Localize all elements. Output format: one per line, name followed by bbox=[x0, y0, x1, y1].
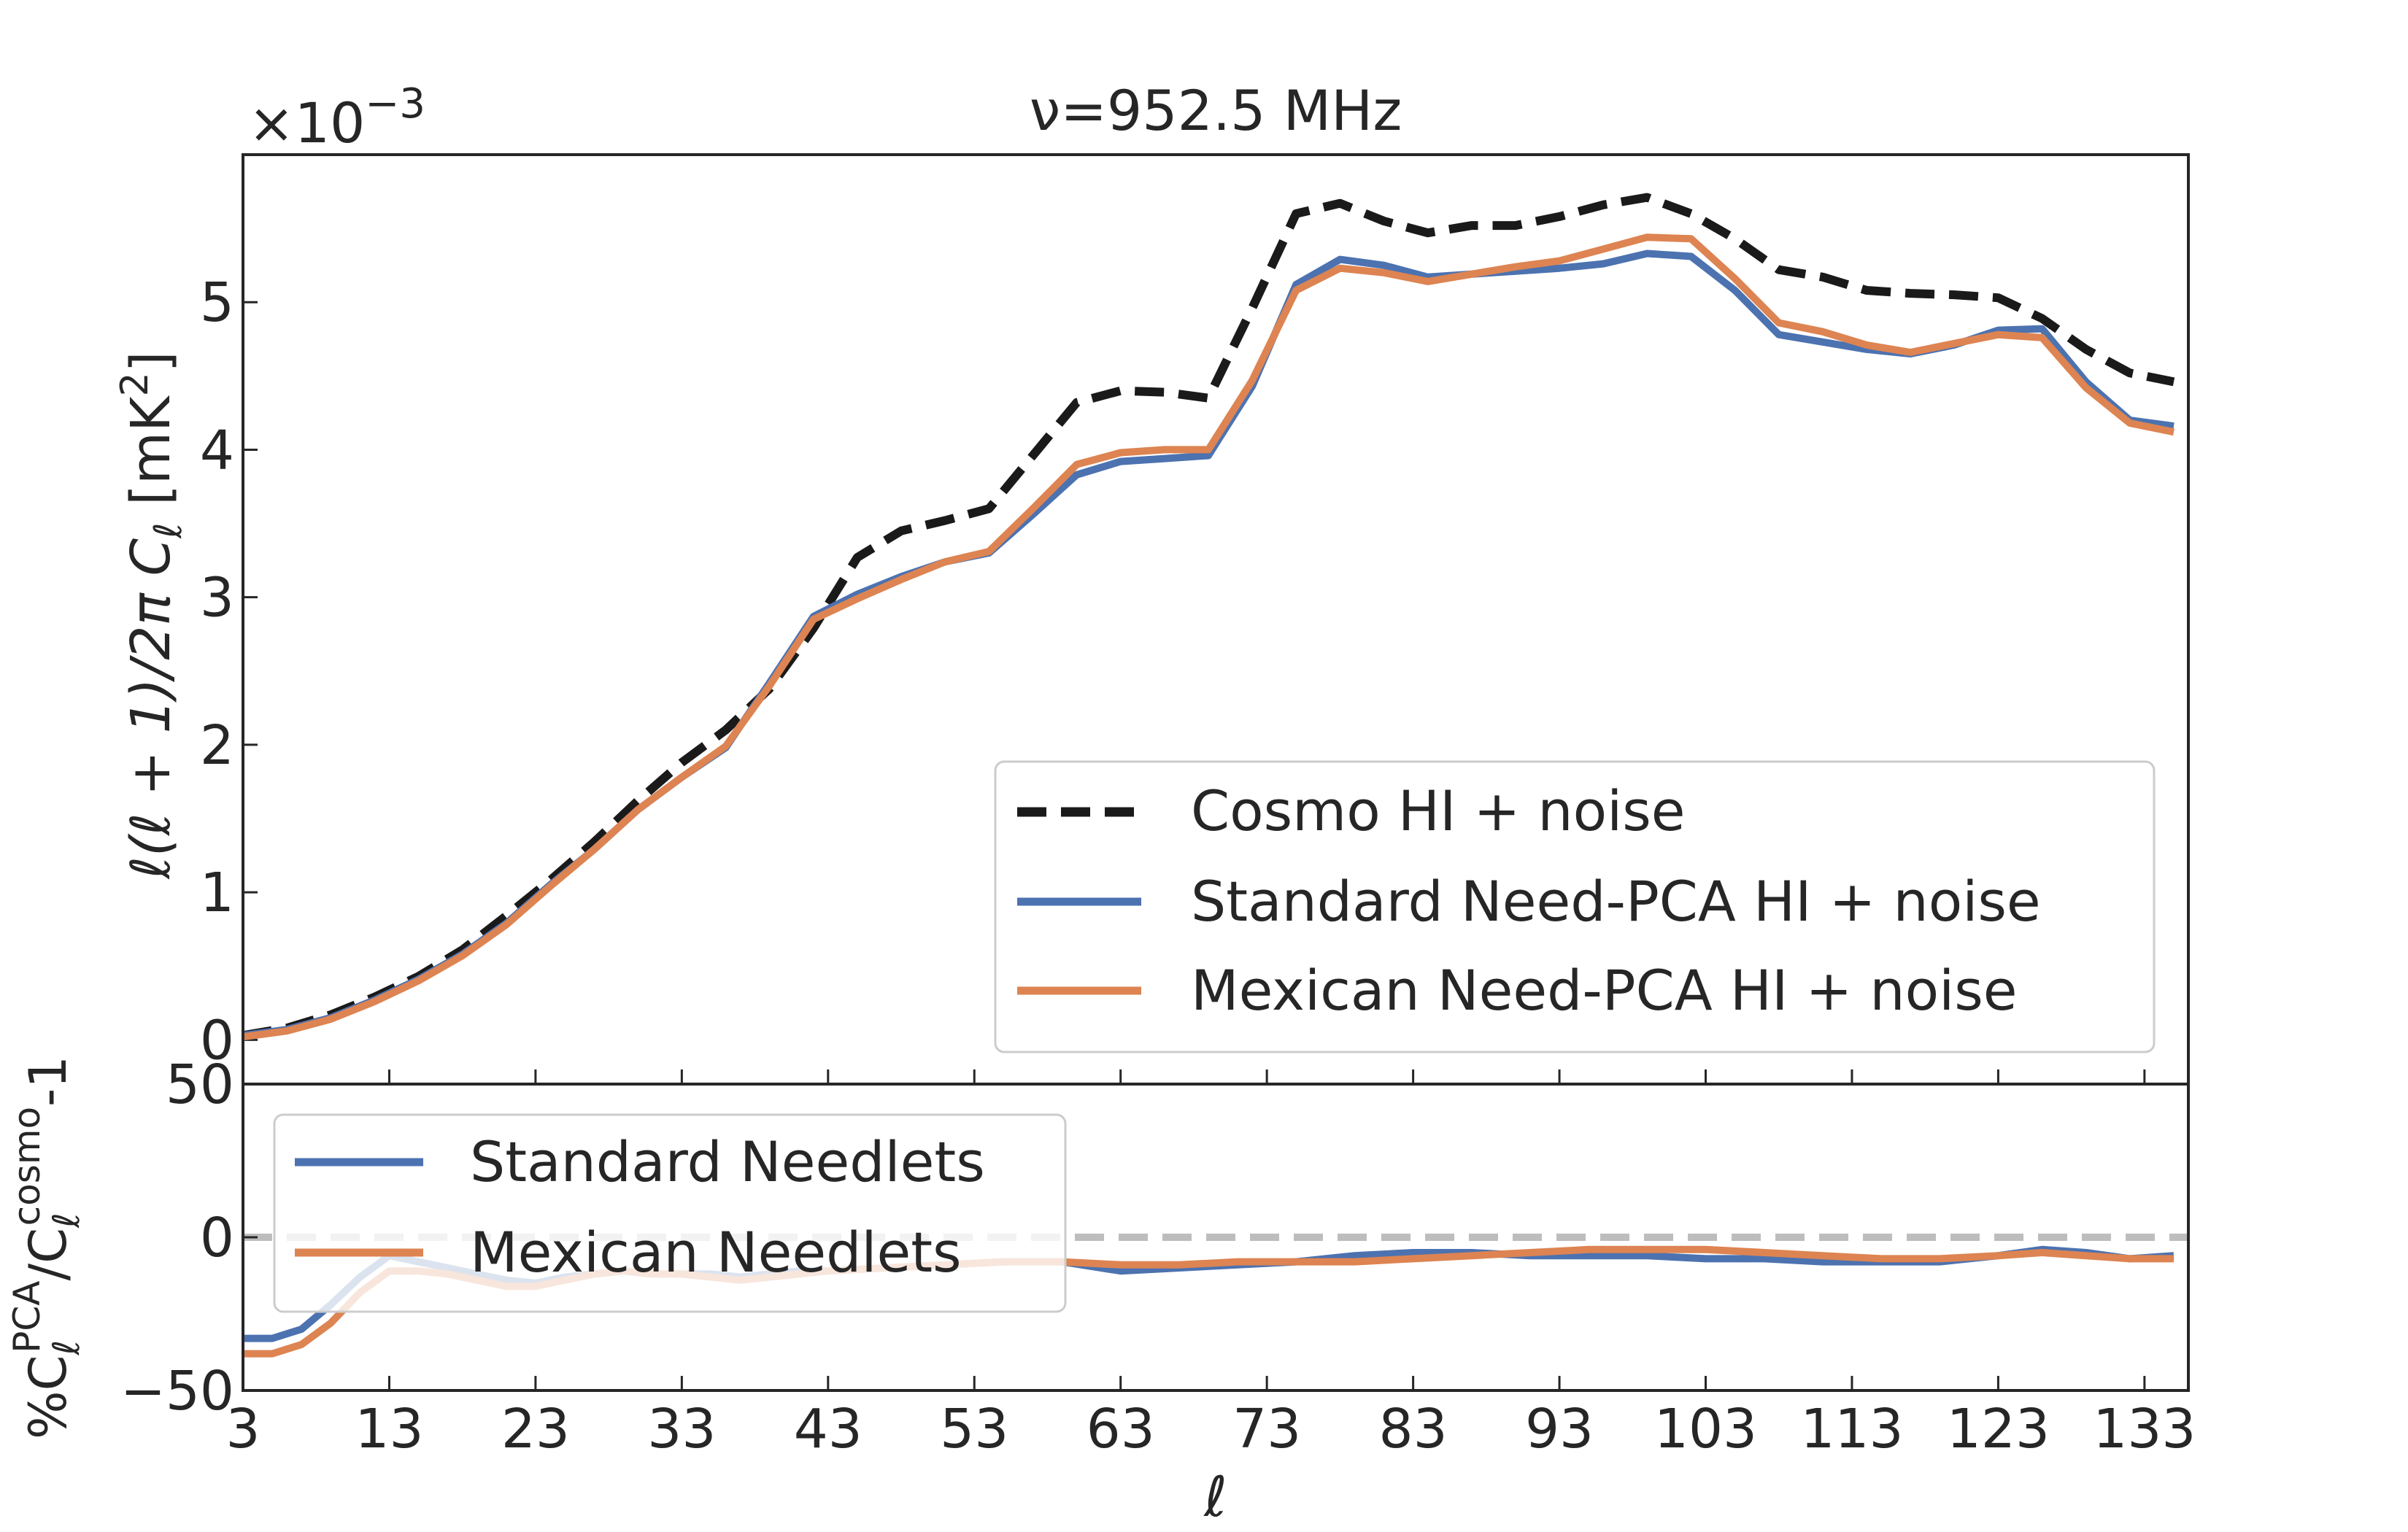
offset-base: ×10 bbox=[248, 90, 365, 155]
chart-title: ν=952.5 MHz bbox=[1030, 78, 1402, 143]
bottom-xtick-label: 93 bbox=[1525, 1398, 1594, 1461]
bottom-xtick-label: 83 bbox=[1379, 1398, 1448, 1461]
legend-top: Cosmo HI + noise Standard Need-PCA HI + … bbox=[994, 760, 2156, 1053]
top-ytick-label: 2 bbox=[200, 714, 234, 777]
bottom-ytick-label: 0 bbox=[200, 1207, 234, 1269]
legend-box-bottom bbox=[273, 1113, 1067, 1313]
bottom-xtick-label: 3 bbox=[225, 1398, 260, 1461]
offset-exponent: −3 bbox=[365, 80, 425, 128]
top-series-line-1 bbox=[243, 193, 2175, 1040]
bottom-xtick-label: 123 bbox=[1947, 1398, 2050, 1461]
top-ytick-label: 1 bbox=[200, 862, 234, 924]
y-axis-offset-text: ×10−3 bbox=[248, 80, 425, 155]
bottom-ytick-label: −50 bbox=[120, 1360, 234, 1423]
x-axis-label: ℓ bbox=[1203, 1464, 1227, 1529]
y-axis-label-top: ℓ(ℓ + 1)/2π Cℓ [mK2] bbox=[113, 351, 190, 880]
top-ytick-label: 5 bbox=[200, 271, 234, 334]
bottom-xtick-label: 63 bbox=[1087, 1398, 1155, 1461]
bottom-xtick-label: 53 bbox=[940, 1398, 1008, 1461]
bottom-panel: Standard Needlets Mexican Needlets −50 0 5… bbox=[6, 1053, 2196, 1529]
top-panel: ν=952.5 MHz ×10−3 ℓ(ℓ + 1)/2π Cℓ [mK2] 0… bbox=[113, 78, 2190, 1086]
legend-bottom: Standard Needlets Mexican Needlets bbox=[273, 1113, 1067, 1313]
bottom-xtick-label: 133 bbox=[2093, 1398, 2196, 1461]
legend-label-mexican-pca: Mexican Need-PCA HI + noise bbox=[1191, 958, 2018, 1023]
legend-label-standard-needlets: Standard Needlets bbox=[470, 1129, 985, 1194]
y-ticks-top: 0 1 2 3 4 5 bbox=[200, 271, 258, 1072]
bottom-xtick-label: 33 bbox=[647, 1398, 716, 1461]
legend-label-standard-pca: Standard Need-PCA HI + noise bbox=[1191, 869, 2041, 934]
bottom-xtick-label: 13 bbox=[355, 1398, 423, 1461]
legend-box-top bbox=[994, 760, 2156, 1053]
bottom-xtick-label: 43 bbox=[794, 1398, 863, 1461]
bottom-xtick-label: 23 bbox=[501, 1398, 570, 1461]
bottom-xtick-label: 113 bbox=[1800, 1398, 1903, 1461]
top-ytick-label: 0 bbox=[200, 1009, 234, 1072]
top-series-line-3 bbox=[243, 233, 2174, 1041]
top-ytick-label: 3 bbox=[200, 567, 234, 630]
y-ticks-bottom: −50 0 50 bbox=[120, 1053, 258, 1423]
bottom-ytick-label: 50 bbox=[166, 1053, 234, 1116]
series-top bbox=[243, 193, 2175, 1041]
legend-label-mexican-needlets: Mexican Needlets bbox=[470, 1220, 962, 1285]
plot-frame-bottom bbox=[242, 1083, 2190, 1392]
bottom-xtick-label: 73 bbox=[1232, 1398, 1301, 1461]
top-ytick-label: 4 bbox=[200, 419, 234, 481]
y-axis-label-bottom: %CℓPCA/Cℓcosmo-1 bbox=[6, 1056, 88, 1439]
x-ticks-bottom: 3 13 23 33 43 53 63 73 83 93 103 113 123 133 bbox=[225, 1376, 2196, 1461]
bottom-xtick-label: 103 bbox=[1654, 1398, 1757, 1461]
legend-label-cosmo: Cosmo HI + noise bbox=[1191, 778, 1686, 843]
